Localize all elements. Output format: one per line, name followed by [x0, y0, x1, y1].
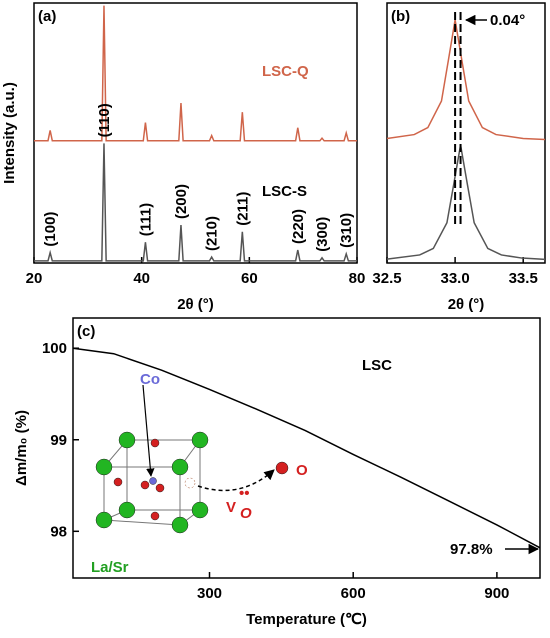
y-tick-label: 99 — [50, 432, 67, 449]
y-axis-label: Intensity (a.u.) — [1, 82, 18, 184]
peak-label: (100) — [42, 212, 59, 247]
peak-label: (110) — [96, 103, 113, 137]
plot-frame — [72, 317, 541, 579]
x-tick-label: 32.5 — [372, 270, 401, 287]
vacancy-arrow — [197, 469, 275, 492]
x-tick-label: 20 — [26, 270, 43, 287]
peak-label: (220) — [290, 209, 307, 244]
sample-label: LSC — [362, 357, 392, 374]
x-tick-label: 80 — [349, 270, 366, 287]
vacancy-sup: •• — [239, 485, 250, 502]
peak-label: (300) — [314, 217, 331, 252]
peak-label: (310) — [338, 213, 355, 248]
data-line — [34, 143, 357, 262]
lasr-label: La/Sr — [91, 559, 129, 576]
data-line — [386, 144, 546, 261]
x-tick-label: 33.5 — [509, 270, 538, 287]
y-tick-label: 98 — [50, 523, 67, 540]
data-line — [72, 347, 541, 549]
x-tick-label: 40 — [133, 270, 150, 287]
vacancy-sub: O — [240, 505, 252, 522]
x-tick-label: 900 — [484, 585, 509, 602]
y-tick-label: 100 — [42, 340, 67, 357]
peak-label: (210) — [204, 216, 221, 251]
x-axis-label: 2θ (°) — [448, 296, 485, 313]
plot-frame — [386, 2, 546, 264]
x-axis-label: 2θ (°) — [177, 296, 214, 313]
o-label: O — [296, 462, 308, 479]
end-label: 97.8% — [450, 541, 493, 558]
co-arrow — [142, 384, 155, 477]
series-label: LSC-Q — [262, 63, 309, 80]
vacancy-label: V — [226, 499, 236, 516]
plot-frame — [33, 2, 358, 264]
x-tick-label: 33.0 — [441, 270, 470, 287]
peak-label: (211) — [234, 192, 251, 226]
co-label: Co — [140, 371, 160, 388]
panel-label: (c) — [77, 323, 95, 340]
x-tick-label: 600 — [341, 585, 366, 602]
panel-label: (b) — [391, 8, 410, 25]
x-tick-label: 60 — [241, 270, 258, 287]
y-axis-label: Δm/m₀ (%) — [13, 410, 30, 486]
panel-label: (a) — [38, 8, 56, 25]
data-line — [386, 19, 546, 141]
peak-label: (200) — [173, 184, 190, 219]
data-line — [34, 5, 357, 142]
x-axis-label: Temperature (℃) — [246, 611, 367, 628]
series-label: LSC-S — [262, 183, 307, 200]
shift-label: 0.04° — [490, 12, 525, 29]
peak-label: (111) — [137, 203, 154, 236]
atoms — [95, 431, 289, 534]
x-tick-label: 300 — [197, 585, 222, 602]
